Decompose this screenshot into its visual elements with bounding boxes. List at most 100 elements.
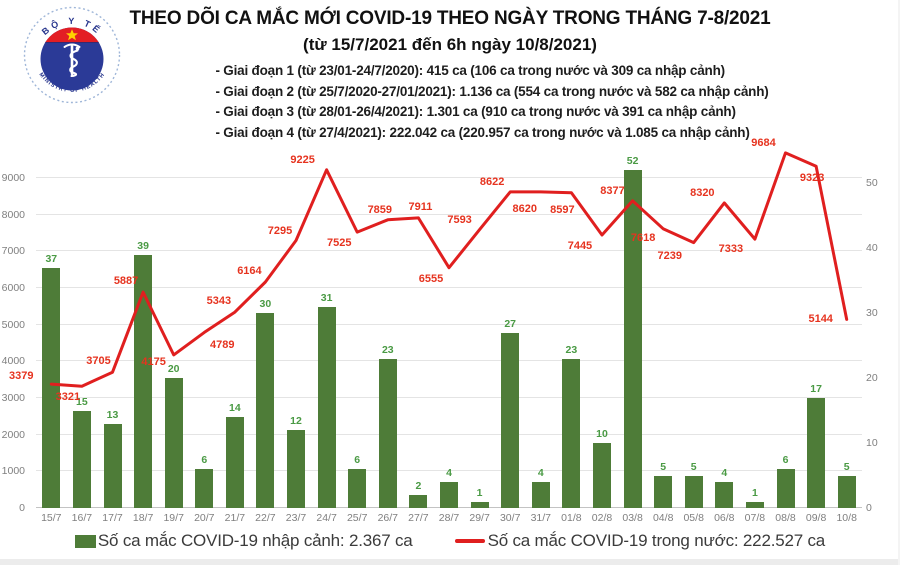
right-axis-tick-label: 0 xyxy=(866,502,872,514)
bar-imported-cases xyxy=(715,482,734,508)
line-value-label: 9225 xyxy=(290,153,315,166)
line-value-label: 4175 xyxy=(141,355,166,368)
chart-header: THEO DÕI CA MẮC MỚI COVID-19 THEO NGÀY T… xyxy=(0,8,900,143)
left-axis-tick-label: 8000 xyxy=(1,208,25,221)
gridline xyxy=(36,470,862,472)
x-axis-label: 25/7 xyxy=(346,512,368,524)
bar-value-label: 2 xyxy=(415,480,422,492)
line-value-label: 8620 xyxy=(512,202,537,215)
line-value-label: 8622 xyxy=(479,175,505,188)
line-value-label: 8597 xyxy=(550,203,575,216)
caduceus-icon xyxy=(63,43,81,78)
right-axis-tick-label: 30 xyxy=(866,307,878,319)
left-axis-tick-label: 5000 xyxy=(1,318,25,331)
bar-value-label: 5 xyxy=(660,460,667,473)
right-axis-tick-label: 20 xyxy=(866,372,878,384)
bar-imported-cases xyxy=(164,378,183,508)
bar-imported-cases xyxy=(623,170,642,508)
bar-value-label: 4 xyxy=(721,467,728,479)
bar-value-label: 13 xyxy=(106,408,119,421)
line-value-label: 8320 xyxy=(690,186,715,199)
left-y-axis: 0 1000 2000 3000 4000 5000 6000 7000 8000 9000 xyxy=(0,145,31,514)
line-value-label: 6164 xyxy=(237,264,262,277)
bar-value-label: 17 xyxy=(810,382,822,395)
left-axis-tick-label: 4000 xyxy=(1,355,25,368)
line-value-label: 7333 xyxy=(718,243,744,256)
ministry-of-health-logo: BỘ Y TẾ MINISTRY OF HEALTH xyxy=(23,6,121,104)
bar-value-label: 4 xyxy=(446,467,452,479)
phase-summary-block: - Giai đoạn 1 (từ 23/01-24/7/2020): 415 … xyxy=(215,61,768,143)
line-value-label: 7859 xyxy=(367,203,393,216)
left-axis-tick-label: 3000 xyxy=(1,392,25,404)
star-icon xyxy=(66,29,78,41)
bar-imported-cases xyxy=(562,358,581,508)
bar-imported-cases xyxy=(501,332,520,508)
gridline xyxy=(36,287,862,288)
bar-value-label: 37 xyxy=(45,252,58,265)
legend-item-domestic: Số ca mắc COVID-19 trong nước: 222.527 c… xyxy=(454,531,826,551)
x-axis-label: 07/8 xyxy=(744,512,766,524)
bar-value-label: 52 xyxy=(626,155,639,167)
left-axis-tick-label: 1000 xyxy=(1,465,25,478)
right-y-axis: 0 10 20 30 40 50 xyxy=(866,145,896,514)
line-path xyxy=(49,151,849,388)
line-value-label: 9323 xyxy=(799,172,825,185)
bar-imported-cases xyxy=(684,475,703,508)
bar-imported-cases xyxy=(103,423,122,508)
bar-imported-cases xyxy=(531,482,550,508)
bar-imported-cases xyxy=(776,469,795,508)
bar-imported-cases xyxy=(195,469,214,508)
left-axis-tick-label: 6000 xyxy=(1,282,25,294)
x-axis-label: 18/7 xyxy=(132,512,154,524)
line-value-label: 3321 xyxy=(55,391,81,404)
x-axis-label: 06/8 xyxy=(714,512,735,524)
bar-value-label: 14 xyxy=(229,402,241,414)
right-axis-tick-label: 10 xyxy=(866,437,878,449)
x-axis-label: 19/7 xyxy=(163,512,184,524)
line-value-label: 5343 xyxy=(206,295,232,308)
bottom-edge xyxy=(0,559,900,565)
legend-item-imported: Số ca mắc COVID-19 nhập cảnh: 2.367 ca xyxy=(74,531,413,551)
bar-value-label: 20 xyxy=(167,363,180,375)
line-value-label: 7593 xyxy=(447,213,472,226)
bar-value-label: 39 xyxy=(137,239,149,252)
x-axis-label: 23/7 xyxy=(285,512,307,524)
bar-imported-cases xyxy=(225,417,244,508)
line-value-label: 4789 xyxy=(210,339,235,352)
gridline xyxy=(36,250,862,252)
right-axis-tick-label: 40 xyxy=(866,242,878,254)
x-axis-label: 26/7 xyxy=(377,512,399,524)
line-value-label: 7911 xyxy=(408,200,433,213)
chart-subtitle: (từ 15/7/2021 đến 6h ngày 10/8/2021) xyxy=(303,35,597,54)
chart-title: THEO DÕI CA MẮC MỚI COVID-19 THEO NGÀY T… xyxy=(129,8,771,29)
x-axis: 15/7 16/7 17/7 18/7 19/7 20/7 21/7 22/7 23/7 24/7… xyxy=(36,512,862,526)
x-axis-label: 20/7 xyxy=(194,512,215,524)
bar-value-label: 1 xyxy=(751,486,758,499)
gridline xyxy=(36,360,862,362)
bar-imported-cases xyxy=(745,501,764,508)
chart-plot-area: 37 15 13 39 20 6 14 30 12 31 6 23 2 4 1 27 4 23 10 52 5 5 4 1 6 1… xyxy=(9,137,862,508)
x-axis-label: 29/7 xyxy=(469,512,490,524)
phase-summary-line: - Giai đoạn 4 (từ 27/4/2021): 222.042 ca… xyxy=(215,124,750,140)
line-swatch-icon xyxy=(454,539,485,543)
x-axis-label: 08/8 xyxy=(775,512,796,524)
gridline xyxy=(36,323,862,325)
legend-label: Số ca mắc COVID-19 nhập cảnh: 2.367 ca xyxy=(97,531,413,550)
line-value-label: 7525 xyxy=(326,237,352,250)
bar-imported-cases xyxy=(440,482,458,508)
bar-value-label: 31 xyxy=(320,291,333,304)
bar-imported-cases xyxy=(72,410,91,508)
x-axis-label: 22/7 xyxy=(255,512,276,524)
line-value-label: 5144 xyxy=(808,313,833,326)
line-value-label: 7239 xyxy=(657,249,682,262)
legend-label: Số ca mắc COVID-19 trong nước: 222.527 c… xyxy=(487,531,826,550)
x-axis-label: 09/8 xyxy=(805,512,827,524)
bar-value-label: 5 xyxy=(690,460,697,473)
x-axis-label: 15/7 xyxy=(41,512,62,524)
line-value-label: 9684 xyxy=(751,136,776,149)
bar-value-label: 5 xyxy=(843,460,850,473)
x-axis-label: 28/7 xyxy=(438,512,460,524)
line-value-label: 8377 xyxy=(600,184,625,197)
bar-value-label: 6 xyxy=(354,454,361,466)
